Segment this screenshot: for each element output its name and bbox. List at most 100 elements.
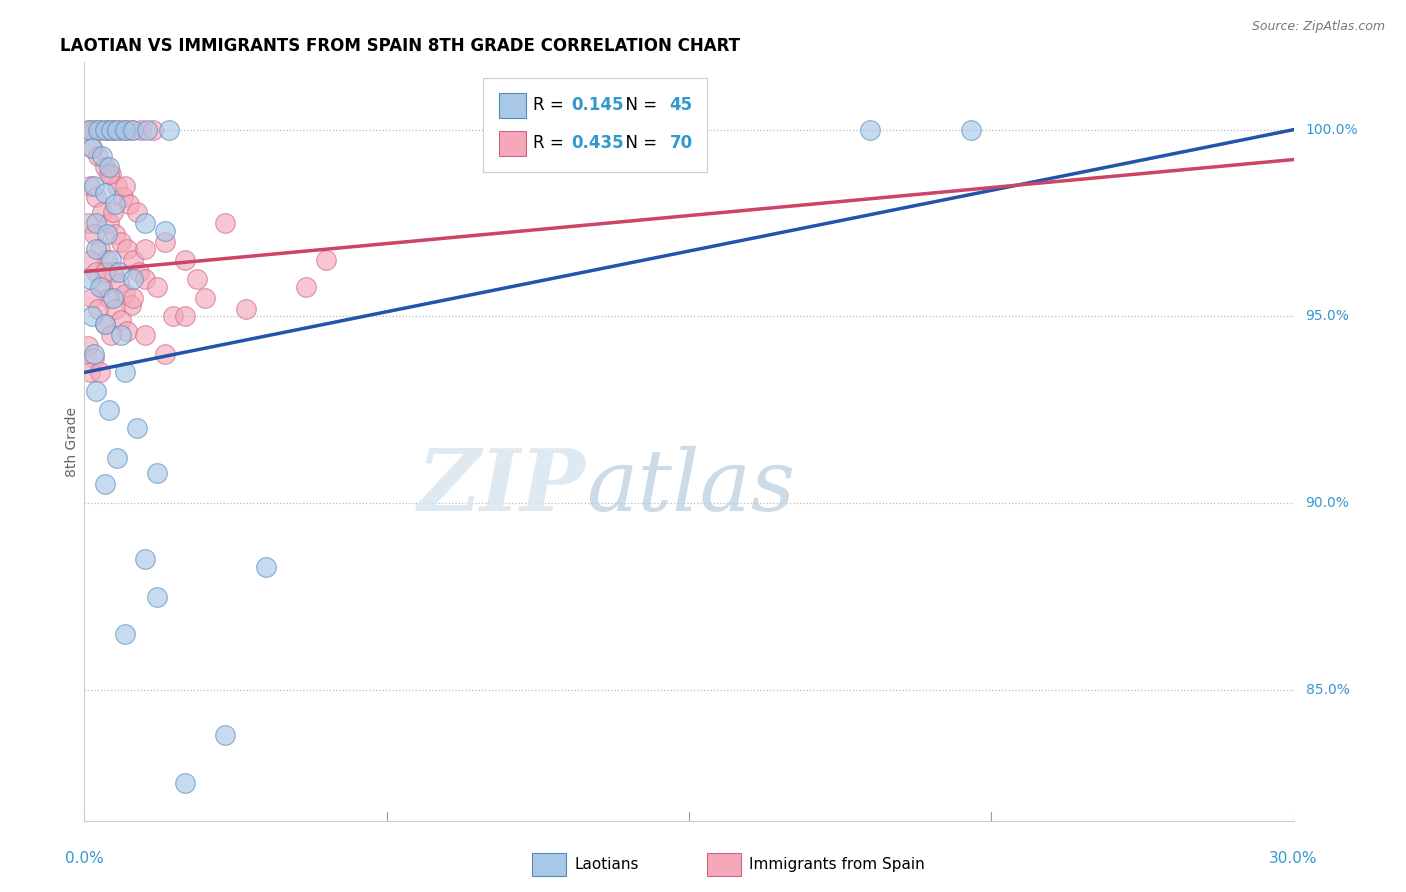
Point (93, 477, 115, 491)
Point (86, 384, 108, 398)
Point (214, 216, 236, 230)
Point (87, 122, 110, 136)
Point (120, 122, 142, 136)
Point (93, 122, 115, 136)
Point (97, 402, 120, 417)
Point (96, 253, 118, 268)
Point (86, 216, 108, 230)
Point (82, 141, 104, 155)
Text: LAOTIAN VS IMMIGRANTS FROM SPAIN 8TH GRADE CORRELATION CHART: LAOTIAN VS IMMIGRANTS FROM SPAIN 8TH GRA… (60, 37, 740, 55)
Point (125, 421, 148, 435)
Bar (707, 854, 741, 876)
Point (111, 190, 134, 204)
Point (91, 279, 114, 293)
Point (115, 324, 138, 338)
Point (114, 122, 136, 136)
FancyBboxPatch shape (484, 78, 707, 172)
Point (89, 242, 111, 256)
Point (125, 204, 148, 219)
Point (96, 122, 118, 136)
Point (153, 235, 176, 249)
Point (87, 301, 110, 316)
Point (105, 451, 128, 466)
Point (104, 227, 127, 242)
Point (82, 141, 104, 155)
Point (104, 197, 127, 211)
Point (89, 122, 111, 136)
Point (114, 122, 136, 136)
Point (87, 149, 110, 163)
Point (114, 627, 136, 641)
Point (153, 347, 176, 361)
Point (107, 122, 129, 136)
Text: R =: R = (533, 96, 569, 114)
Point (134, 552, 156, 566)
Y-axis label: 8th Grade: 8th Grade (65, 407, 79, 476)
Point (86, 264, 108, 278)
Text: 0.0%: 0.0% (65, 851, 104, 866)
Text: 30.0%: 30.0% (1270, 851, 1317, 866)
Point (104, 301, 127, 316)
Text: atlas: atlas (586, 446, 796, 528)
Point (105, 178, 128, 193)
Point (101, 122, 124, 136)
Point (114, 287, 136, 301)
Point (174, 253, 197, 268)
Point (83, 122, 105, 136)
Point (110, 328, 132, 343)
Point (101, 291, 124, 305)
Point (93, 317, 115, 331)
Point (146, 467, 169, 481)
Text: 85.0%: 85.0% (1306, 683, 1350, 697)
Text: Laotians: Laotians (574, 857, 638, 872)
Text: 0.435: 0.435 (572, 134, 624, 152)
Point (96, 227, 118, 242)
Point (89, 279, 111, 293)
Point (107, 276, 129, 290)
Point (153, 223, 176, 237)
Point (93, 186, 115, 201)
Bar (531, 854, 565, 876)
Text: Source: ZipAtlas.com: Source: ZipAtlas.com (1251, 20, 1385, 33)
Point (134, 272, 156, 286)
Point (79, 178, 101, 193)
Point (93, 160, 115, 174)
Point (91, 149, 114, 163)
Point (110, 313, 132, 327)
Bar (499, 93, 526, 118)
Point (83, 351, 105, 365)
Point (97, 160, 120, 174)
Point (107, 264, 129, 278)
Point (97, 216, 120, 230)
Point (114, 178, 136, 193)
Point (121, 122, 143, 136)
Point (157, 122, 180, 136)
Text: N =: N = (616, 96, 662, 114)
Point (83, 227, 105, 242)
Point (83, 347, 105, 361)
Point (79, 272, 101, 286)
Point (174, 310, 197, 324)
Point (83, 178, 105, 193)
Point (146, 590, 169, 604)
Point (214, 728, 236, 742)
Point (174, 776, 197, 790)
Point (120, 298, 142, 312)
Point (142, 122, 165, 136)
Point (93, 264, 115, 278)
Point (235, 301, 257, 316)
Point (97, 291, 120, 305)
Text: 100.0%: 100.0% (1306, 123, 1358, 136)
Point (110, 235, 132, 249)
Point (134, 242, 156, 256)
Point (77, 122, 100, 136)
Point (79, 366, 101, 380)
Point (86, 242, 108, 256)
Point (105, 122, 128, 136)
Text: Immigrants from Spain: Immigrants from Spain (749, 857, 925, 872)
Text: 95.0%: 95.0% (1306, 310, 1350, 324)
Point (128, 264, 150, 278)
Point (315, 253, 337, 268)
Point (91, 204, 114, 219)
Point (86, 190, 108, 204)
